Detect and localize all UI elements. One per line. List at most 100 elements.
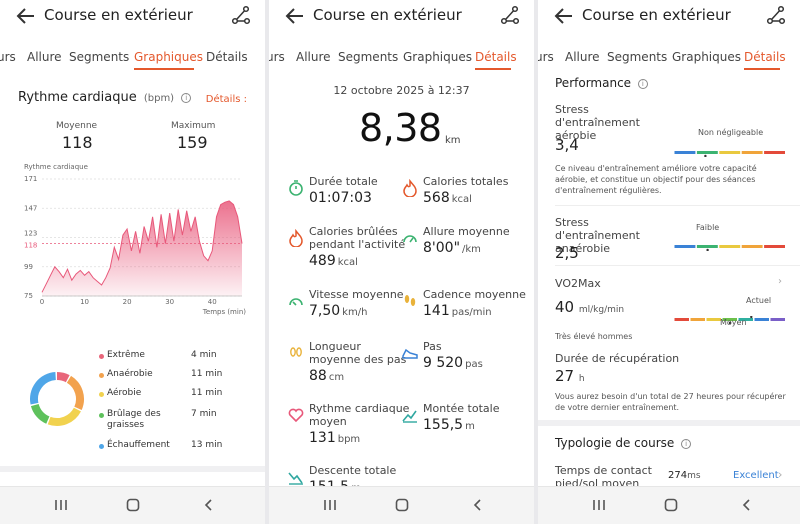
shoe-icon — [401, 344, 419, 362]
stat-label: Descente totale — [309, 464, 397, 477]
tab-intervals[interactable]: urs — [269, 50, 285, 64]
scale-segment — [770, 318, 785, 321]
ground-contact-value-row: 274ms — [668, 470, 701, 481]
recent-apps-icon[interactable] — [54, 497, 68, 516]
route-icon[interactable] — [500, 5, 520, 25]
tab-pace[interactable]: Allure — [27, 50, 62, 64]
back-icon[interactable] — [202, 497, 216, 516]
zone-color-dot — [99, 354, 104, 359]
recent-apps-icon[interactable] — [592, 497, 606, 516]
ground-contact-rating[interactable]: Excellent — [733, 470, 779, 481]
stat-unit: kcal — [451, 194, 472, 205]
aerobic-stress-label: Stress d'entraînement aérobie — [555, 103, 640, 142]
home-icon[interactable] — [395, 497, 409, 516]
x-tick-label: 40 — [208, 298, 217, 306]
stat-value: 568 kcal — [423, 190, 472, 206]
stat-label: Calories totales — [423, 175, 509, 188]
typology-title-row: Typologie de course i — [555, 436, 692, 450]
tab-details[interactable]: Détails — [744, 50, 786, 64]
scale-segment — [690, 318, 705, 321]
stat-number: 131 — [309, 430, 336, 446]
stat-number: 9 520 — [423, 355, 464, 371]
stat-label: Allure moyenne — [423, 225, 510, 238]
scale-segment — [764, 245, 785, 248]
back-arrow-icon[interactable] — [554, 7, 574, 25]
heart-rate-chart: Rythme cardiaque 171 147 123 118 99 75 0 10 20 30 4… — [24, 163, 246, 316]
y-tick-label: 99 — [24, 263, 33, 271]
chevron-right-icon[interactable]: › — [778, 276, 782, 287]
stat-label: Pas — [423, 340, 442, 353]
tab-pace[interactable]: Allure — [565, 50, 600, 64]
x-tick-label: 20 — [123, 298, 132, 306]
home-icon[interactable] — [126, 497, 140, 516]
aerobic-stress-value: 3,4 — [555, 136, 579, 154]
tab-pace[interactable]: Allure — [296, 50, 331, 64]
tab-details[interactable]: Détails — [475, 50, 517, 64]
vo2-rating: Très élevé hommes — [555, 332, 633, 341]
footsteps-icon — [401, 292, 419, 310]
tab-details[interactable]: Détails — [206, 50, 248, 64]
tab-graphs[interactable]: Graphiques — [403, 50, 472, 64]
section-title-row: Rythme cardiaque (bpm) i — [18, 90, 192, 105]
scale-marker — [706, 248, 709, 252]
scale-segment — [696, 245, 718, 248]
details-link[interactable]: Détails : — [205, 94, 247, 105]
info-icon[interactable]: i — [637, 79, 648, 89]
tab-bar: urs Allure Segments Graphiques Détails — [269, 46, 534, 72]
recovery-value: 27 — [555, 367, 575, 385]
app-header: Course en extérieur — [538, 0, 800, 34]
back-arrow-icon[interactable] — [16, 7, 36, 25]
y-tick-label: 75 — [24, 292, 33, 300]
tab-intervals[interactable]: urs — [0, 50, 16, 64]
tab-intervals[interactable]: urs — [538, 50, 554, 64]
heart-icon — [287, 406, 305, 424]
tab-segments[interactable]: Segments — [607, 50, 668, 64]
stat-unit: cm — [328, 372, 345, 383]
zone-name: Anaérobie — [107, 369, 153, 379]
back-icon[interactable] — [471, 497, 485, 516]
scale-segment — [719, 151, 741, 154]
home-icon[interactable] — [664, 497, 678, 516]
zone-color-dot — [99, 373, 104, 378]
activity-date: 12 octobre 2025 à 12:37 — [333, 84, 470, 97]
stat-value: 141 pas/min — [423, 303, 492, 319]
stat-number: 8'00" — [423, 240, 461, 256]
ground-contact-unit: ms — [687, 471, 701, 481]
stride-icon — [287, 344, 305, 362]
scale-segment — [741, 151, 763, 154]
tab-graphs[interactable]: Graphiques — [134, 50, 203, 64]
stat-value: 01:07:03 — [309, 190, 372, 206]
back-icon[interactable] — [740, 497, 754, 516]
stat-number: 01:07:03 — [309, 190, 372, 206]
distance-unit: km — [445, 135, 461, 146]
panel-graphs: Course en extérieur urs Allure Segments … — [0, 0, 265, 524]
tab-segments[interactable]: Segments — [69, 50, 130, 64]
tab-graphs[interactable]: Graphiques — [672, 50, 741, 64]
performance-title-row: Performance i — [555, 76, 648, 90]
chevron-right-icon[interactable]: › — [778, 468, 783, 481]
back-arrow-icon[interactable] — [285, 7, 305, 25]
vo2max-value-row: 40 ml/kg/min — [555, 298, 624, 316]
speed-gauge-icon — [287, 292, 305, 310]
scale-segment — [738, 318, 753, 321]
stat-value: 8'00"/km — [423, 240, 481, 256]
stat-value: 88 cm — [309, 368, 344, 384]
scale-bar-svg — [674, 151, 785, 158]
recent-apps-icon[interactable] — [323, 497, 337, 516]
x-tick-label: 30 — [165, 298, 174, 306]
zone-name: Extrême — [107, 350, 145, 360]
route-icon[interactable] — [231, 5, 251, 25]
active-tab-indicator — [744, 68, 780, 70]
x-axis-label: Temps (min) — [202, 308, 246, 316]
info-icon[interactable]: i — [181, 93, 192, 103]
vo2max-value: 40 — [555, 298, 575, 316]
info-icon[interactable]: i — [681, 439, 692, 449]
tab-segments[interactable]: Segments — [338, 50, 399, 64]
scale-bar-svg — [674, 315, 785, 325]
chart-title: Rythme cardiaque — [24, 163, 88, 171]
anaerobic-stress-value: 2,5 — [555, 244, 579, 262]
stat-value: 7,50 km/h — [309, 303, 367, 319]
stat-number: 7,50 — [309, 303, 341, 319]
route-icon[interactable] — [766, 5, 786, 25]
zone-name: Brûlage des graisses — [107, 409, 161, 430]
